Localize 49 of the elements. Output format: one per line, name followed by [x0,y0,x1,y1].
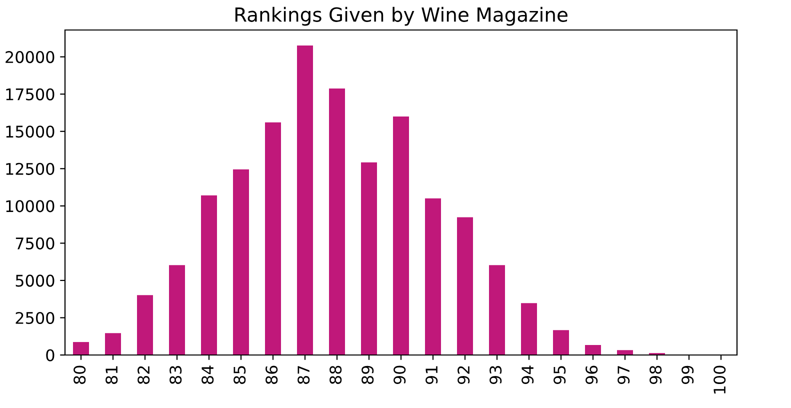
y-tick-label: 15000 [6,126,54,138]
x-tick-label: 94 [522,366,534,384]
y-tick-label: 10000 [6,200,54,212]
y-tick-label: 17500 [6,88,54,100]
x-tick-label: 88 [330,366,342,384]
x-tick-label: 95 [554,366,566,384]
x-tick-label: 92 [458,366,470,384]
chart-title: Rankings Given by Wine Magazine [235,6,568,26]
bar [169,265,185,355]
x-tick-label: 100 [714,366,726,394]
y-tick-label: 7500 [16,237,54,250]
bar [201,195,217,355]
x-tick-label: 83 [170,366,182,384]
y-tick-label: 12500 [6,162,54,175]
bar [297,46,313,355]
bar [553,330,569,355]
x-tick-label: 85 [234,366,246,384]
x-tick-label: 81 [106,366,118,384]
bar [329,88,345,355]
bar [521,303,537,355]
x-tick-label: 90 [394,366,406,384]
x-tick-label: 87 [298,366,310,384]
x-tick-label: 99 [682,366,694,384]
bar [457,217,473,355]
bar [489,265,505,355]
y-tick-label: 2500 [16,312,54,324]
x-tick-label: 82 [138,366,150,384]
x-tick-label: 98 [650,366,662,384]
bar [73,342,89,355]
bar [233,169,249,355]
x-tick-label: 91 [426,366,438,384]
bar [425,198,441,355]
bar [617,350,633,355]
bar [361,162,377,355]
bar [393,116,409,355]
x-tick-label: 84 [202,366,214,384]
x-tick-label: 89 [362,366,374,384]
x-tick-label: 96 [586,366,598,384]
bar [105,333,121,355]
x-tick-label: 93 [490,366,502,384]
bar [265,122,281,355]
bar [585,345,601,355]
bar [137,295,153,355]
x-tick-label: 97 [618,366,630,384]
x-tick-label: 86 [266,366,278,384]
y-tick-label: 0 [46,349,54,362]
y-tick-label: 5000 [16,274,54,287]
x-tick-label: 80 [74,366,86,384]
y-tick-label: 20000 [6,51,54,64]
